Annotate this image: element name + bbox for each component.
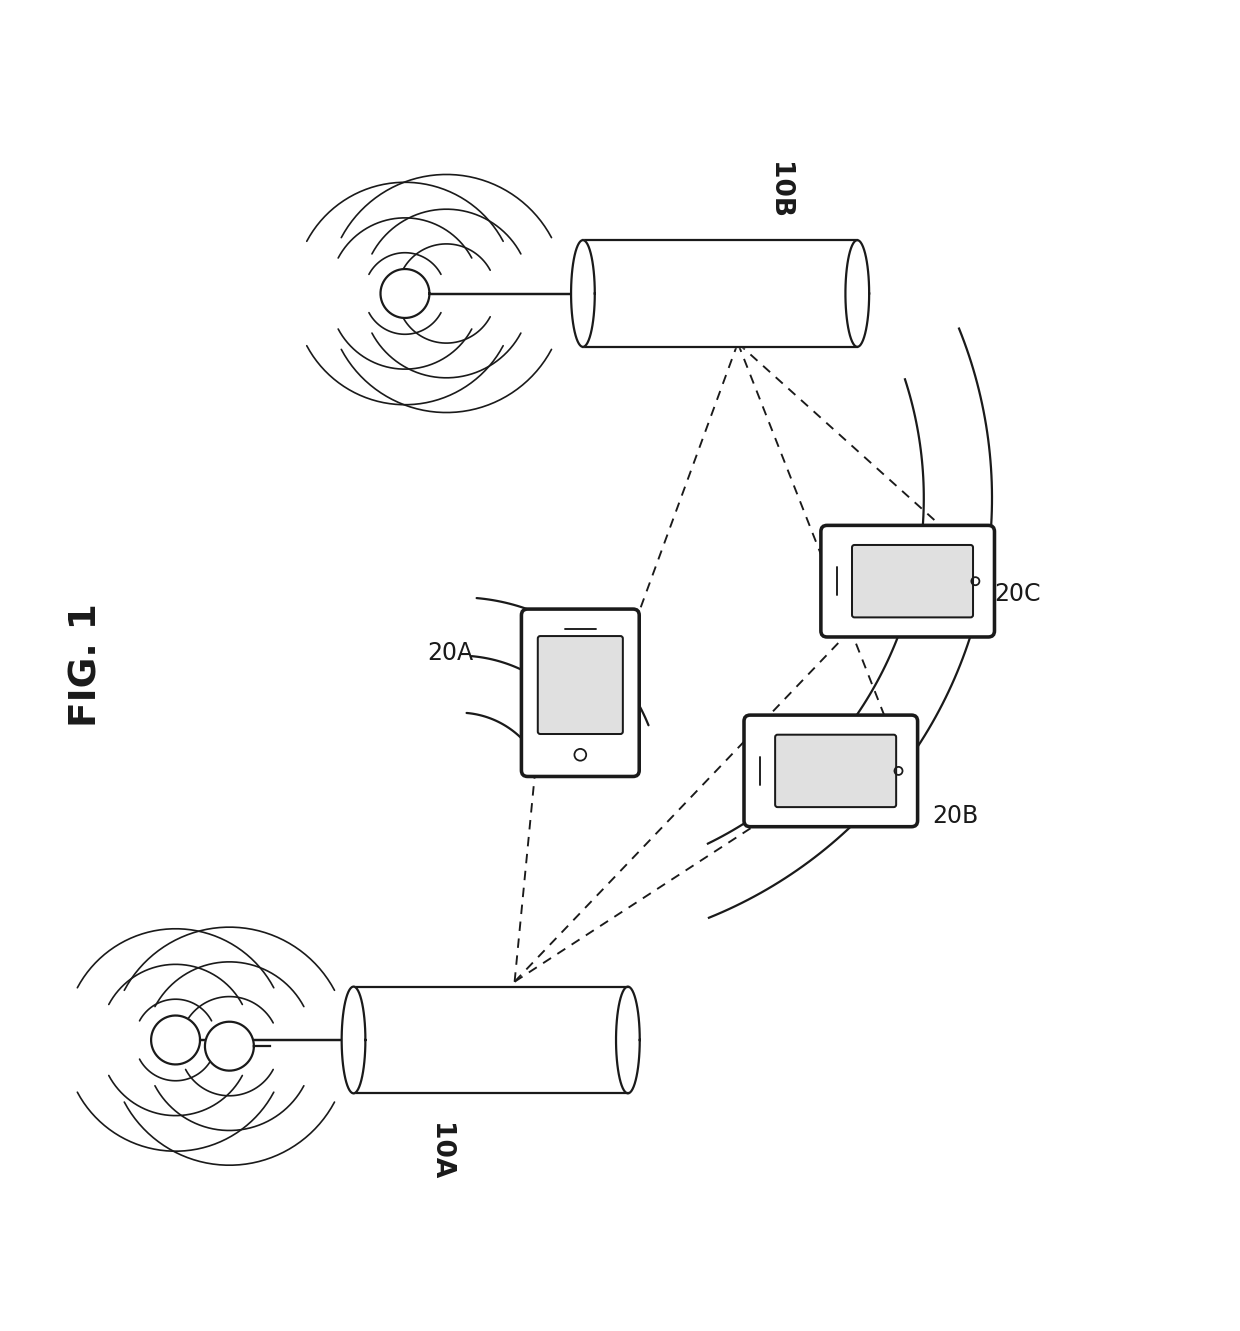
Text: 10B: 10B — [766, 162, 791, 220]
FancyBboxPatch shape — [744, 715, 918, 827]
Text: 20C: 20C — [994, 582, 1042, 606]
Polygon shape — [342, 986, 366, 1093]
Text: 20A: 20A — [428, 642, 474, 666]
FancyBboxPatch shape — [522, 610, 640, 776]
Polygon shape — [151, 1016, 200, 1065]
Text: 20B: 20B — [932, 804, 978, 828]
FancyBboxPatch shape — [821, 526, 994, 638]
Polygon shape — [205, 1022, 254, 1070]
Text: FIG. 1: FIG. 1 — [68, 603, 105, 728]
FancyBboxPatch shape — [852, 544, 973, 618]
Polygon shape — [616, 986, 640, 1093]
FancyBboxPatch shape — [538, 636, 622, 733]
Polygon shape — [381, 269, 429, 318]
Text: 10A: 10A — [428, 1123, 453, 1181]
Polygon shape — [846, 240, 869, 347]
Polygon shape — [353, 986, 627, 1093]
Polygon shape — [583, 240, 857, 347]
Polygon shape — [572, 240, 595, 347]
FancyBboxPatch shape — [775, 735, 897, 807]
